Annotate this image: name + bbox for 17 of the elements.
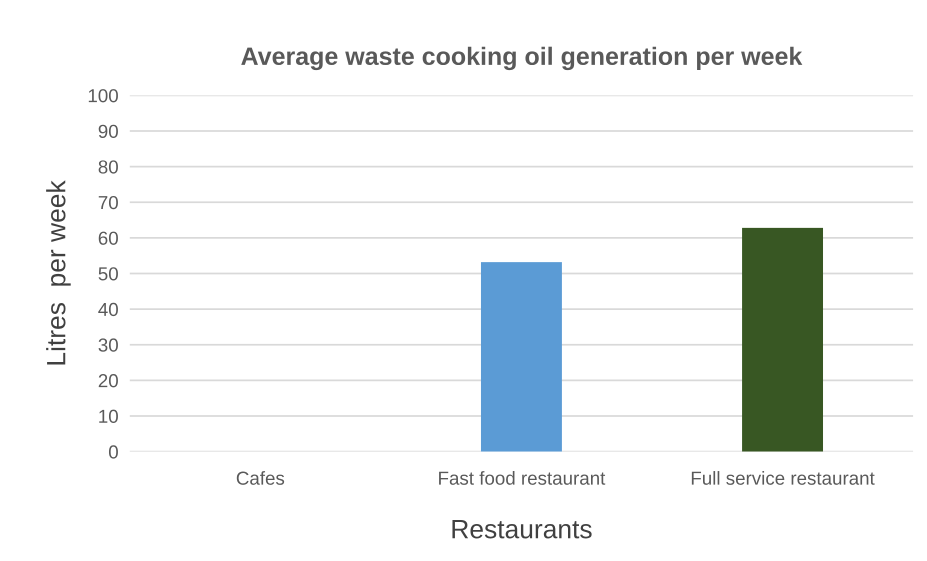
y-tick-label: 0 <box>108 445 118 459</box>
chart-title: Average waste cooking oil generation per week <box>241 46 802 70</box>
y-tick-label: 50 <box>98 267 118 280</box>
x-axis-title: Restaurants <box>452 520 592 538</box>
y-tick-label: 10 <box>99 410 118 423</box>
y-tick-label: 20 <box>98 374 118 388</box>
y-axis-title: Litres per week <box>46 180 71 364</box>
y-tick-label: 30 <box>98 338 118 352</box>
x-tick-label: Cafes <box>236 471 284 485</box>
y-tick-label: 40 <box>98 302 118 316</box>
y-tick-label: 100 <box>88 89 118 102</box>
y-tick-label: 70 <box>98 196 118 210</box>
y-tick-label: 60 <box>98 232 118 245</box>
y-tick-label: 90 <box>98 124 118 138</box>
y-tick-label: 80 <box>98 160 118 174</box>
x-tick-label: Fast food restaurant <box>439 471 606 485</box>
x-tick-label: Full service restaurant <box>692 471 875 485</box>
